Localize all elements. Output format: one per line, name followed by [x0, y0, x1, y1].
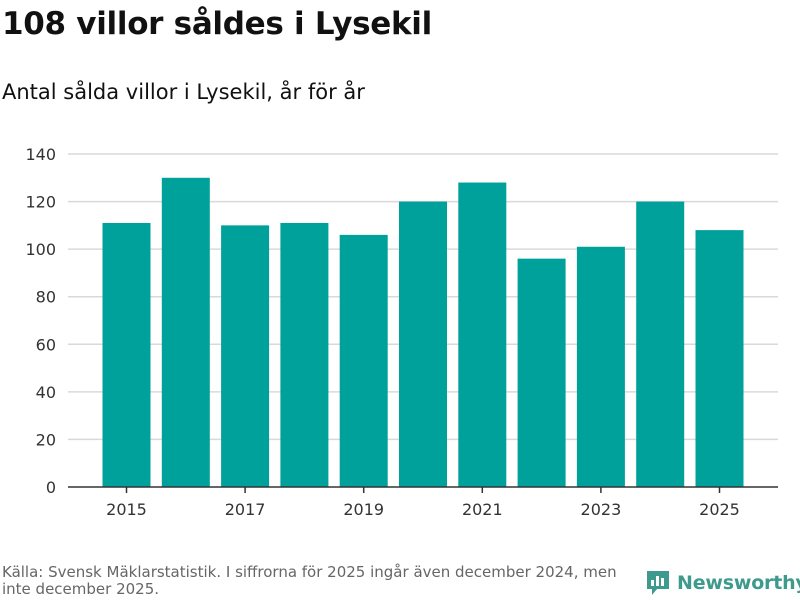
y-tick-label-0: 0: [46, 478, 56, 497]
y-tick-label-120: 120: [25, 193, 56, 212]
bar-chart: 0 20 40 60 80 100 120 140 2015 2017 2019 2021 2023 20…: [25, 145, 778, 519]
bar-2016: [161, 177, 210, 488]
bar-2019: [339, 234, 388, 487]
bar-2020: [399, 201, 447, 488]
x-tick-label-2019: 2019: [343, 500, 384, 519]
brand-logo[interactable]: Newsworthy: [645, 569, 800, 597]
bar-2024: [636, 201, 685, 488]
y-tick-label-60: 60: [36, 335, 56, 354]
x-tick-label-2021: 2021: [462, 500, 503, 519]
bar-2017: [221, 225, 270, 487]
y-tick-label-40: 40: [36, 383, 56, 402]
brand-name: Newsworthy: [677, 572, 800, 594]
bar-2025: [695, 230, 744, 487]
x-tick-label-2015: 2015: [106, 500, 147, 519]
y-tick-label-100: 100: [25, 240, 56, 259]
y-tick-label-140: 140: [25, 145, 56, 164]
bar-2022: [517, 258, 566, 487]
chart-title: 108 villor såldes i Lysekil: [2, 6, 432, 42]
bars: [102, 177, 744, 488]
bar-2021: [458, 182, 507, 488]
bar-2018: [280, 222, 329, 487]
chart-subtitle: Antal sålda villor i Lysekil, år för år: [2, 80, 365, 104]
x-tick-label-2017: 2017: [225, 500, 266, 519]
y-tick-label-80: 80: [36, 288, 56, 307]
bar-chart-logo-icon: [647, 571, 669, 595]
y-tick-label-20: 20: [36, 430, 56, 449]
bar-2015: [102, 222, 151, 487]
bar-2023: [576, 246, 625, 487]
axes: 0 20 40 60 80 100 120 140 2015 2017 2019 2021 2023 20…: [25, 145, 778, 519]
source-note: Källa: Svensk Mäklarstatistik. I siffror…: [2, 563, 617, 598]
x-tick-label-2025: 2025: [699, 500, 740, 519]
x-tick-label-2023: 2023: [581, 500, 622, 519]
